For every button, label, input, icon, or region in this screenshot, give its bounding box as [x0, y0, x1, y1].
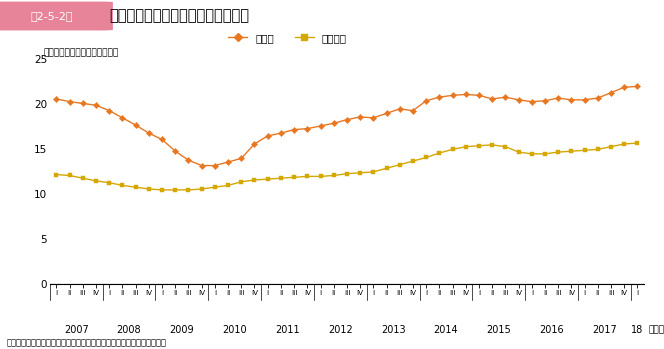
Text: （年期）: （年期） — [648, 325, 664, 334]
FancyBboxPatch shape — [0, 1, 113, 30]
Legend: 製造業, 非製造業: 製造業, 非製造業 — [224, 29, 351, 47]
Text: 2016: 2016 — [539, 325, 564, 335]
Text: 2008: 2008 — [117, 325, 141, 335]
Text: 2010: 2010 — [222, 325, 247, 335]
Text: 2009: 2009 — [169, 325, 194, 335]
Text: 2012: 2012 — [328, 325, 353, 335]
Text: 2007: 2007 — [64, 325, 88, 335]
Text: 2011: 2011 — [275, 325, 300, 335]
Text: 2017: 2017 — [592, 325, 617, 335]
Text: 2015: 2015 — [487, 325, 511, 335]
Text: 2014: 2014 — [434, 325, 458, 335]
Text: 2013: 2013 — [381, 325, 406, 335]
Text: 18: 18 — [631, 325, 643, 335]
Text: 資料：中小企業庁・（独）中小企業基盤整備機構「中小企業景況調査」: 資料：中小企業庁・（独）中小企業基盤整備機構「中小企業景況調査」 — [7, 338, 167, 347]
Text: （％、後方４四半期移動平均）: （％、後方４四半期移動平均） — [44, 48, 119, 57]
Text: 業種別中小企業の設備投資実施比率: 業種別中小企業の設備投資実施比率 — [110, 8, 250, 23]
Text: 第2-5-2図: 第2-5-2図 — [31, 11, 73, 21]
